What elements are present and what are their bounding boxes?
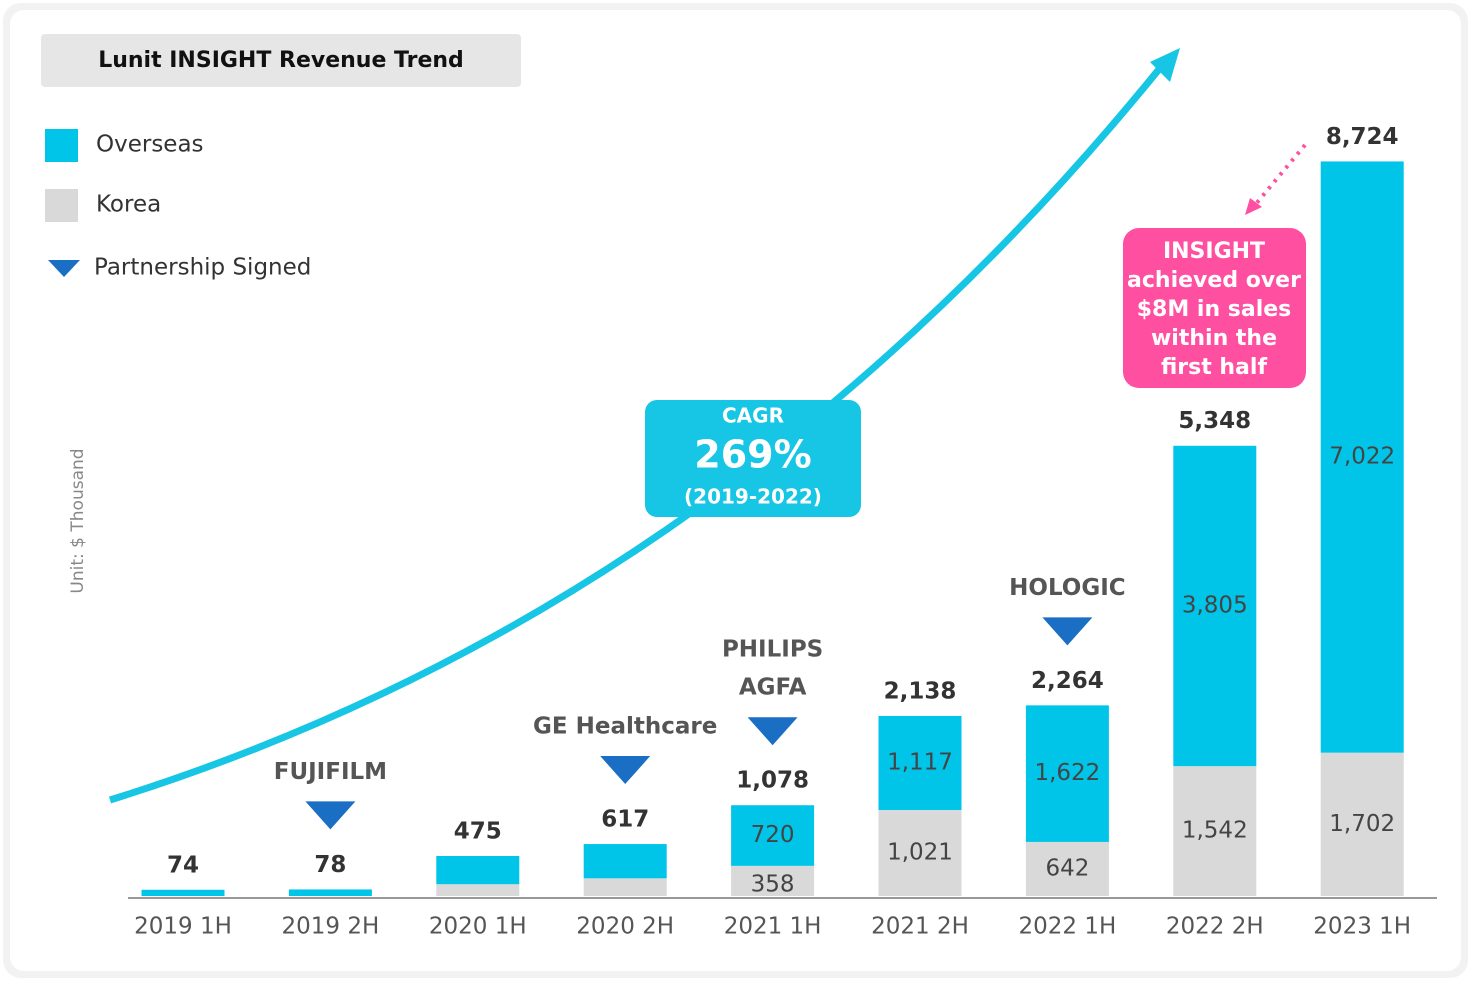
bar-segment: [1173, 766, 1257, 896]
bar-segment: [1173, 445, 1257, 767]
bar-segment: [141, 889, 225, 896]
chart-title: Lunit INSIGHT Revenue Trend: [98, 48, 464, 73]
segment-label: 1,021: [887, 840, 953, 866]
total-label: 74: [167, 852, 199, 878]
total-label: 2,138: [884, 678, 957, 704]
segment-label: 358: [751, 871, 795, 897]
x-tick-label: 2019 2H: [282, 914, 380, 940]
bar-segment: [288, 889, 372, 896]
bar-segment: [1025, 705, 1109, 842]
total-label: 5,348: [1178, 408, 1251, 434]
total-label: 2,264: [1031, 668, 1104, 694]
x-tick-label: 2020 1H: [429, 914, 527, 940]
partnership-marker: [1042, 617, 1093, 646]
callout-pointer-head: [1245, 198, 1262, 215]
x-tick-label: 2023 1H: [1313, 914, 1411, 940]
x-tick-label: 2019 1H: [134, 914, 232, 940]
legend-label: Partnership Signed: [94, 255, 311, 281]
callout-text: INSIGHT: [1163, 239, 1265, 264]
partner-logo: FUJIFILM: [274, 759, 387, 785]
arrow-head: [1150, 48, 1180, 82]
segment-label: 1,117: [887, 750, 953, 776]
bar-segment: [436, 856, 520, 885]
partner-logo: GE Healthcare: [533, 714, 717, 740]
segment-label: 1,622: [1034, 760, 1100, 786]
legend-swatch: [45, 189, 78, 222]
growth-arrow: [108, 65, 1163, 804]
bar-segment: [731, 865, 815, 896]
bar-segment: [1025, 841, 1109, 896]
legend-swatch: [45, 129, 78, 162]
cagr-period: (2019-2022): [684, 485, 822, 509]
bar-segment: [583, 844, 667, 879]
callout-text: achieved over: [1127, 268, 1301, 293]
legend-marker: [48, 260, 80, 277]
partnership-marker: [305, 801, 356, 830]
cagr-box: [645, 400, 861, 517]
bar-segment: [878, 810, 962, 896]
total-label: 78: [314, 852, 346, 878]
legend-label: Korea: [96, 192, 161, 218]
bar-segment: [436, 884, 520, 896]
segment-label: 3,805: [1182, 592, 1248, 618]
legend-label: Overseas: [96, 132, 204, 158]
title-box: [41, 34, 521, 87]
cagr-title: CAGR: [722, 404, 784, 428]
y-axis-label: Unit: $ Thousand: [68, 448, 88, 593]
bar-segment: [1320, 161, 1404, 753]
total-label: 1,078: [736, 768, 809, 794]
segment-label: 1,702: [1329, 811, 1395, 837]
x-tick-label: 2022 1H: [1019, 914, 1117, 940]
x-tick-label: 2021 1H: [724, 914, 822, 940]
segment-label: 720: [751, 822, 795, 848]
partner-logo: HOLOGIC: [1009, 575, 1126, 601]
total-label: 8,724: [1326, 124, 1399, 150]
segment-label: 7,022: [1329, 444, 1395, 470]
partnership-marker: [600, 756, 651, 785]
bar-segment: [1320, 752, 1404, 896]
total-label: 617: [601, 807, 649, 833]
segment-label: 1,542: [1182, 818, 1248, 844]
callout-box: [1123, 228, 1306, 388]
partnership-marker: [747, 717, 798, 746]
total-label: 475: [454, 819, 502, 845]
callout-text: $8M in sales: [1137, 297, 1292, 322]
callout-text: first half: [1161, 355, 1267, 380]
callout-pointer: [1253, 143, 1307, 207]
bar-segment: [731, 805, 815, 866]
bar-segment: [878, 715, 962, 811]
partner-logo: PHILIPS: [722, 637, 823, 663]
bar-segment: [583, 878, 667, 896]
x-tick-label: 2022 2H: [1166, 914, 1264, 940]
partner-logo: AGFA: [739, 675, 807, 701]
callout-text: within the: [1151, 326, 1277, 351]
x-tick-label: 2021 2H: [871, 914, 969, 940]
segment-label: 642: [1045, 855, 1089, 881]
cagr-value: 269%: [694, 433, 811, 477]
x-tick-label: 2020 2H: [576, 914, 674, 940]
